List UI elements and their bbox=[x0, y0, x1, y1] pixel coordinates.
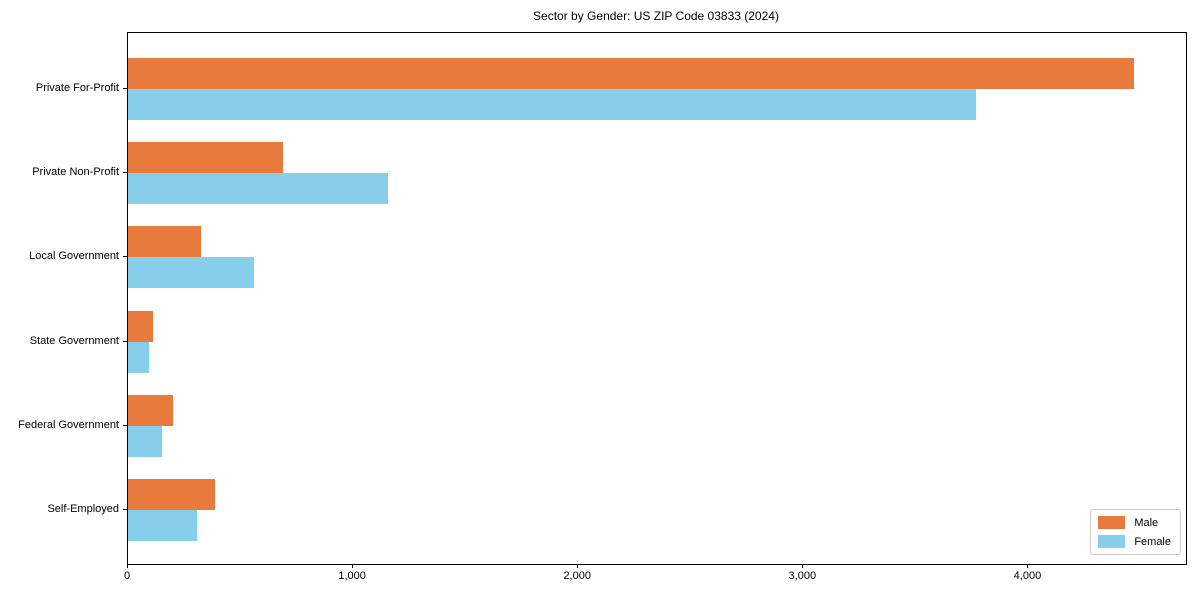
x-tick-label-4-000: 4,000 bbox=[1013, 570, 1042, 582]
y-axis-tick bbox=[123, 424, 127, 426]
y-tick-label-federal-government: Federal Government bbox=[18, 418, 119, 431]
x-tick-label-3-000: 3,000 bbox=[788, 570, 817, 582]
bar-female-self-employed bbox=[128, 510, 197, 541]
y-axis-tick bbox=[123, 256, 127, 258]
bar-male-private-non-profit bbox=[128, 142, 284, 174]
x-axis-tick bbox=[352, 564, 354, 568]
legend-swatch-female bbox=[1098, 535, 1126, 548]
x-tick-label-2-000: 2,000 bbox=[563, 570, 591, 582]
bar-female-private-for-profit bbox=[128, 89, 976, 120]
x-tick-label-0: 0 bbox=[123, 570, 131, 582]
y-axis-tick bbox=[123, 88, 127, 89]
chart-title: Sector by Gender: US ZIP Code 03833 (202… bbox=[533, 9, 779, 23]
bar-female-private-non-profit bbox=[128, 173, 388, 205]
y-tick-label-private-non-profit: Private Non-Profit bbox=[32, 166, 119, 179]
bar-female-local-government bbox=[128, 257, 255, 289]
y-tick-label-state-government: State Government bbox=[29, 334, 119, 347]
legend: Male Female bbox=[1090, 509, 1181, 555]
y-axis-tick bbox=[123, 509, 127, 510]
y-axis-tick bbox=[123, 172, 127, 174]
x-axis-tick bbox=[577, 564, 579, 568]
y-tick-label-self-employed: Self-Employed bbox=[47, 503, 119, 515]
legend-swatch-male bbox=[1098, 516, 1126, 529]
bar-male-federal-government bbox=[128, 394, 173, 426]
legend-item-female: Female bbox=[1098, 535, 1171, 548]
legend-item-male: Male bbox=[1098, 516, 1171, 529]
legend-label-female: Female bbox=[1134, 535, 1171, 548]
legend-label-male: Male bbox=[1134, 516, 1159, 529]
y-tick-label-private-for-profit: Private For-Profit bbox=[35, 82, 119, 94]
bar-female-state-government bbox=[128, 341, 150, 373]
bar-male-local-government bbox=[128, 226, 202, 258]
x-tick-label-1-000: 1,000 bbox=[338, 570, 366, 582]
x-axis-tick bbox=[127, 564, 128, 568]
y-tick-label-local-government: Local Government bbox=[29, 250, 119, 263]
plot-area: Male Female bbox=[127, 32, 1187, 565]
x-axis-tick bbox=[1027, 564, 1029, 568]
bar-male-state-government bbox=[128, 310, 153, 342]
bar-male-self-employed bbox=[128, 479, 215, 510]
y-axis-tick bbox=[123, 340, 127, 342]
x-axis-tick bbox=[802, 564, 804, 568]
bar-male-private-for-profit bbox=[128, 58, 1135, 89]
bar-female-federal-government bbox=[128, 425, 162, 457]
